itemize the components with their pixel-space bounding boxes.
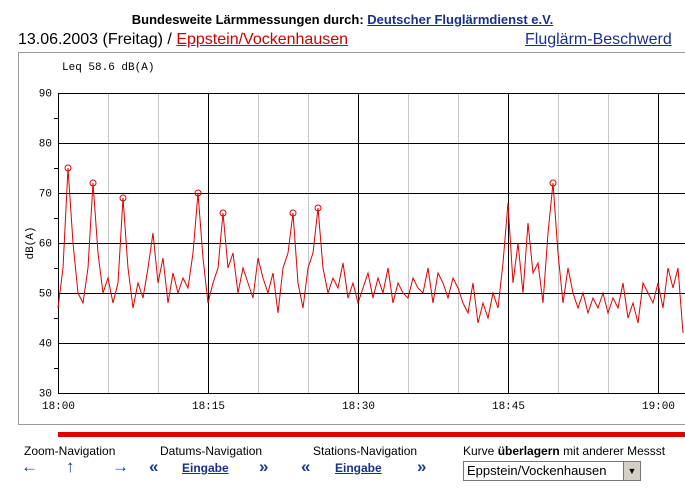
- zoom-right[interactable]: →: [112, 457, 129, 476]
- peak-marker: [314, 204, 322, 212]
- overlay-post: mit anderer Messst: [563, 444, 666, 458]
- x-tick-label: 19:00: [642, 401, 675, 413]
- complaint-link[interactable]: Fluglärm-Beschwerd: [525, 31, 672, 48]
- station-input[interactable]: Eingabe: [335, 461, 382, 475]
- y-tick-label: 60: [39, 238, 52, 250]
- y-tick-label: 70: [39, 188, 52, 200]
- red-bar: [58, 432, 685, 437]
- y-tick-label: 50: [39, 288, 52, 300]
- intro-line: Bundesweite Lärmmessungen durch: Deutsch…: [0, 12, 685, 27]
- noise-line: [57, 167, 684, 334]
- y-tick-label: 30: [39, 388, 52, 400]
- peak-marker: [219, 209, 227, 217]
- date-line: 13.06.2003 (Freitag) / Eppstein/Vockenha…: [18, 31, 348, 49]
- y-tick-label: 90: [39, 88, 52, 100]
- chart: Leq 58.6 dB(A) dB(A) 30 40 50 60 70 80 90 18:00…: [18, 52, 685, 425]
- zoom-in[interactable]: ↑: [66, 457, 75, 476]
- select-arrow: ▼: [623, 462, 640, 480]
- date-input[interactable]: Eingabe: [182, 461, 229, 475]
- leq-annotation: Leq 58.6 dB(A): [62, 62, 154, 74]
- date-next[interactable]: »: [259, 457, 269, 476]
- y-tick-label: 80: [39, 138, 52, 150]
- x-tick-label: 18:00: [42, 401, 75, 413]
- zoom-left[interactable]: ←: [21, 457, 38, 476]
- y-tick-label: 40: [39, 338, 52, 350]
- date: 13.06.2003 (Freitag) /: [18, 31, 172, 48]
- overlay-pre: Kurve: [463, 444, 495, 458]
- x-tick-label: 18:45: [492, 401, 525, 413]
- x-tick-label: 18:15: [192, 401, 225, 413]
- select-value: Eppstein/Vockenhausen: [467, 463, 607, 478]
- station-prev[interactable]: «: [301, 457, 311, 476]
- station-select[interactable]: Eppstein/Vockenhausen ▼: [463, 461, 641, 481]
- fdl-link[interactable]: Deutscher Fluglärmdienst e.V.: [367, 12, 554, 27]
- peak-marker: [89, 179, 97, 187]
- peak-marker: [194, 189, 202, 197]
- date-prev[interactable]: «: [149, 457, 159, 476]
- zoom-label: Zoom-Navigation: [24, 444, 116, 458]
- x-tick-label: 18:30: [342, 401, 375, 413]
- intro: Bundesweite Lärmmessungen durch:: [131, 12, 364, 27]
- chart-frame: [18, 52, 685, 425]
- date-nav-label: Datums-Navigation: [160, 444, 263, 458]
- station-next[interactable]: »: [417, 457, 427, 476]
- peak-marker: [64, 164, 72, 172]
- station-nav-label: Stations-Navigation: [313, 444, 418, 458]
- peak-marker: [119, 194, 127, 202]
- overlay-bold: überlagern: [497, 444, 560, 458]
- overlay-label: Kurve überlagern mit anderer Messst: [463, 444, 665, 458]
- peak-marker: [549, 179, 557, 187]
- station-link[interactable]: Eppstein/Vockenhausen: [176, 31, 349, 48]
- peak-marker: [289, 209, 297, 217]
- y-axis-label: dB(A): [25, 226, 37, 259]
